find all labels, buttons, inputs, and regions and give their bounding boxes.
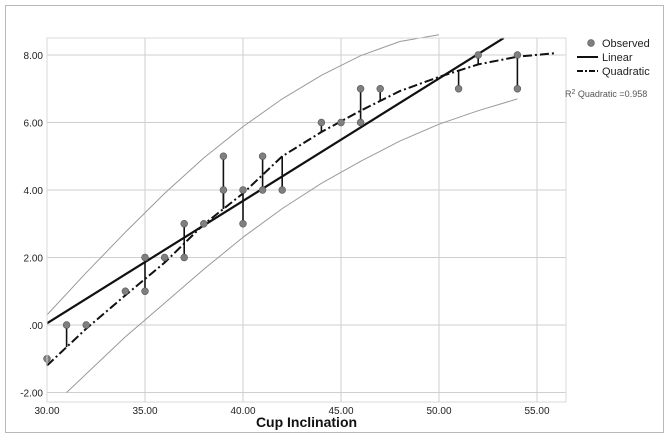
x-tick-label: 40.00 xyxy=(230,406,255,417)
x-tick-label: 45.00 xyxy=(328,406,353,417)
observed-point xyxy=(141,287,149,295)
observed-point xyxy=(454,85,463,93)
x-tick-label: 35.00 xyxy=(132,406,157,417)
linear-fit-line xyxy=(47,37,505,325)
observed-point xyxy=(513,85,522,93)
observed-point xyxy=(180,220,188,228)
observed-point xyxy=(82,321,90,329)
observed-point xyxy=(258,186,267,194)
observed-point xyxy=(141,253,149,262)
observed-point xyxy=(180,253,188,262)
lower-band-line xyxy=(66,98,518,393)
y-tick-label: 6.00 xyxy=(24,119,44,130)
observed-point xyxy=(278,186,286,194)
legend-observed-marker xyxy=(587,39,595,47)
quadratic-fit-line xyxy=(47,52,557,367)
y-tick-label: .00 xyxy=(29,321,43,332)
observed-point xyxy=(219,186,228,194)
y-tick-label: 4.00 xyxy=(24,186,44,197)
observed-point xyxy=(160,253,169,262)
chart-frame: 30.00 35.00 40.00 45.00 50.00 55.00 -2.00 .00 2.… xyxy=(5,5,664,433)
observed-points xyxy=(43,51,522,363)
y-tick-label: 2.00 xyxy=(24,254,44,265)
observed-point xyxy=(200,220,208,228)
observed-point xyxy=(356,118,365,127)
observed-point xyxy=(356,85,365,93)
legend-label: Quadratic xyxy=(602,66,650,78)
observed-point xyxy=(239,220,247,228)
observed-point xyxy=(258,152,267,160)
grid-lines xyxy=(46,38,566,402)
observed-point xyxy=(62,321,71,329)
observed-point xyxy=(121,287,130,295)
observed-point xyxy=(219,152,228,160)
legend: Observed Linear Quadratic xyxy=(577,38,650,78)
x-tick-label: 30.00 xyxy=(34,406,59,417)
observed-point xyxy=(337,118,345,127)
x-tick-label: 55.00 xyxy=(524,406,549,417)
plot-area-border xyxy=(46,37,567,403)
x-axis-label: Cup Inclination xyxy=(256,414,357,430)
r2-prefix: R xyxy=(565,89,572,99)
observed-point xyxy=(513,51,522,59)
residual-lines xyxy=(46,55,519,366)
legend-label: Observed xyxy=(602,38,650,50)
x-tick-label: 50.00 xyxy=(426,406,451,417)
legend-label: Linear xyxy=(602,52,633,64)
observed-point xyxy=(376,85,384,93)
r2-annotation: R2 Quadratic =0.958 xyxy=(565,89,647,99)
axes xyxy=(46,37,567,403)
observed-point xyxy=(317,118,326,127)
upper-band-line xyxy=(47,34,440,316)
y-tick-label: -2.00 xyxy=(20,389,43,400)
fit-lines xyxy=(47,37,557,367)
observed-point xyxy=(474,51,482,59)
prediction-bands xyxy=(47,34,518,393)
tick-labels: 30.00 35.00 40.00 45.00 50.00 55.00 -2.00 .00 2.… xyxy=(20,51,550,417)
r2-value: Quadratic =0.958 xyxy=(575,89,647,99)
r2-superscript: 2 xyxy=(572,89,576,96)
y-tick-label: 8.00 xyxy=(24,51,44,62)
observed-point xyxy=(239,186,247,194)
chart-svg: 30.00 35.00 40.00 45.00 50.00 55.00 -2.00 .00 2.… xyxy=(20,34,650,430)
